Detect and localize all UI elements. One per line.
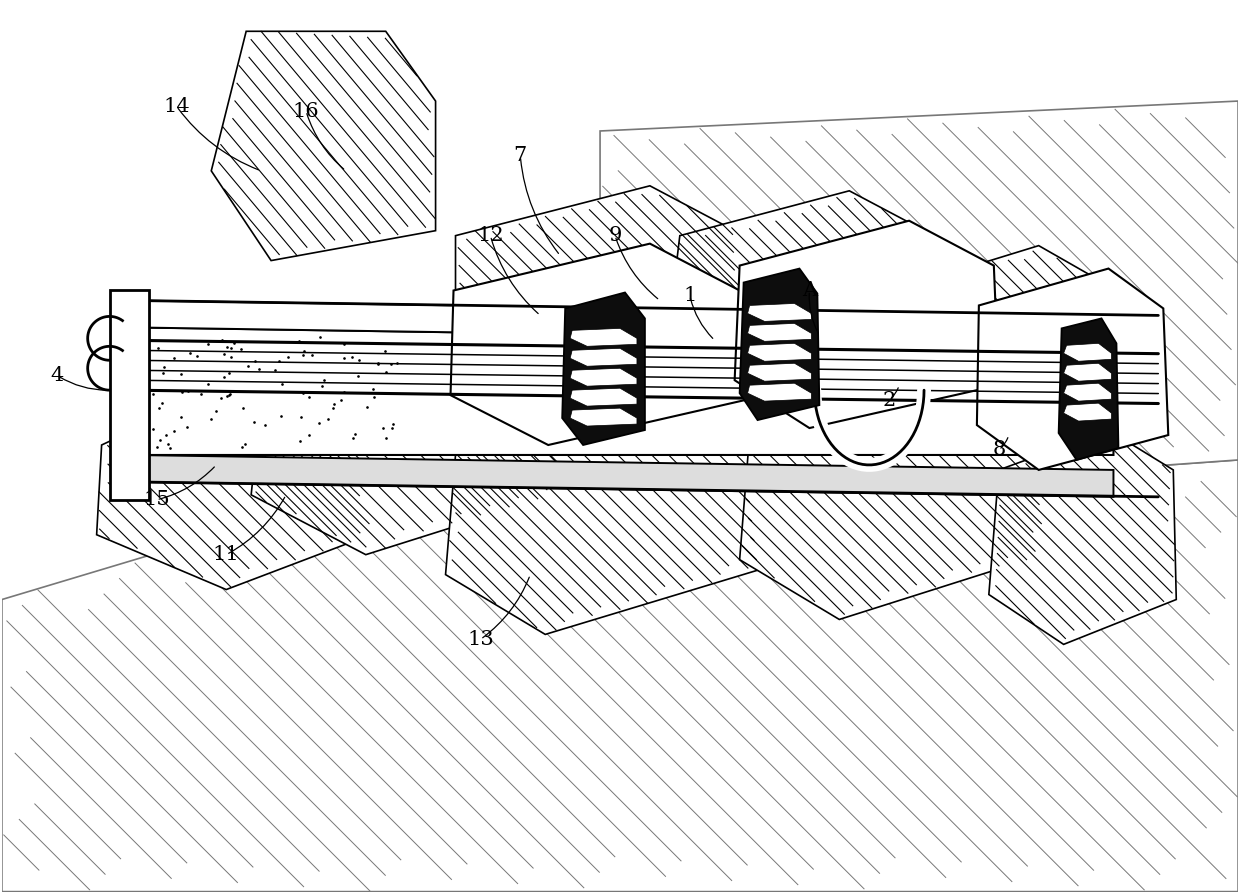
Polygon shape bbox=[131, 328, 1114, 455]
Polygon shape bbox=[570, 348, 637, 366]
Polygon shape bbox=[600, 101, 1238, 470]
Polygon shape bbox=[570, 329, 637, 346]
Polygon shape bbox=[2, 460, 1238, 891]
Polygon shape bbox=[748, 304, 811, 321]
Polygon shape bbox=[109, 290, 150, 500]
Polygon shape bbox=[570, 368, 637, 386]
Polygon shape bbox=[97, 371, 371, 589]
Polygon shape bbox=[1064, 403, 1111, 421]
Polygon shape bbox=[988, 430, 1177, 645]
Polygon shape bbox=[445, 380, 760, 634]
Polygon shape bbox=[455, 186, 739, 385]
Text: 12: 12 bbox=[477, 226, 503, 246]
Text: 15: 15 bbox=[143, 490, 170, 509]
Text: 1: 1 bbox=[683, 286, 697, 305]
Polygon shape bbox=[450, 244, 744, 445]
Polygon shape bbox=[748, 363, 811, 381]
Polygon shape bbox=[562, 293, 645, 445]
Polygon shape bbox=[570, 408, 637, 426]
Polygon shape bbox=[734, 221, 998, 428]
Polygon shape bbox=[748, 343, 811, 362]
Polygon shape bbox=[739, 365, 1044, 620]
Polygon shape bbox=[665, 191, 939, 405]
Polygon shape bbox=[977, 269, 1168, 470]
Polygon shape bbox=[1064, 363, 1111, 381]
Polygon shape bbox=[1064, 383, 1111, 401]
Text: 7: 7 bbox=[513, 146, 527, 165]
Text: 2: 2 bbox=[883, 390, 895, 410]
Polygon shape bbox=[748, 323, 811, 341]
Polygon shape bbox=[739, 269, 820, 420]
Text: 9: 9 bbox=[609, 226, 621, 246]
Polygon shape bbox=[252, 321, 556, 555]
Polygon shape bbox=[904, 246, 1114, 445]
Polygon shape bbox=[1064, 343, 1111, 362]
Text: A: A bbox=[802, 281, 817, 300]
Text: 8: 8 bbox=[992, 440, 1006, 460]
Text: 4: 4 bbox=[50, 366, 63, 385]
Polygon shape bbox=[211, 31, 435, 261]
Polygon shape bbox=[131, 455, 1114, 497]
Text: 16: 16 bbox=[293, 102, 319, 121]
Text: 11: 11 bbox=[213, 545, 239, 564]
Polygon shape bbox=[570, 388, 637, 406]
Text: 13: 13 bbox=[467, 630, 494, 649]
Polygon shape bbox=[748, 383, 811, 401]
Polygon shape bbox=[131, 300, 1114, 342]
Polygon shape bbox=[1059, 319, 1118, 460]
Text: 14: 14 bbox=[164, 96, 190, 115]
